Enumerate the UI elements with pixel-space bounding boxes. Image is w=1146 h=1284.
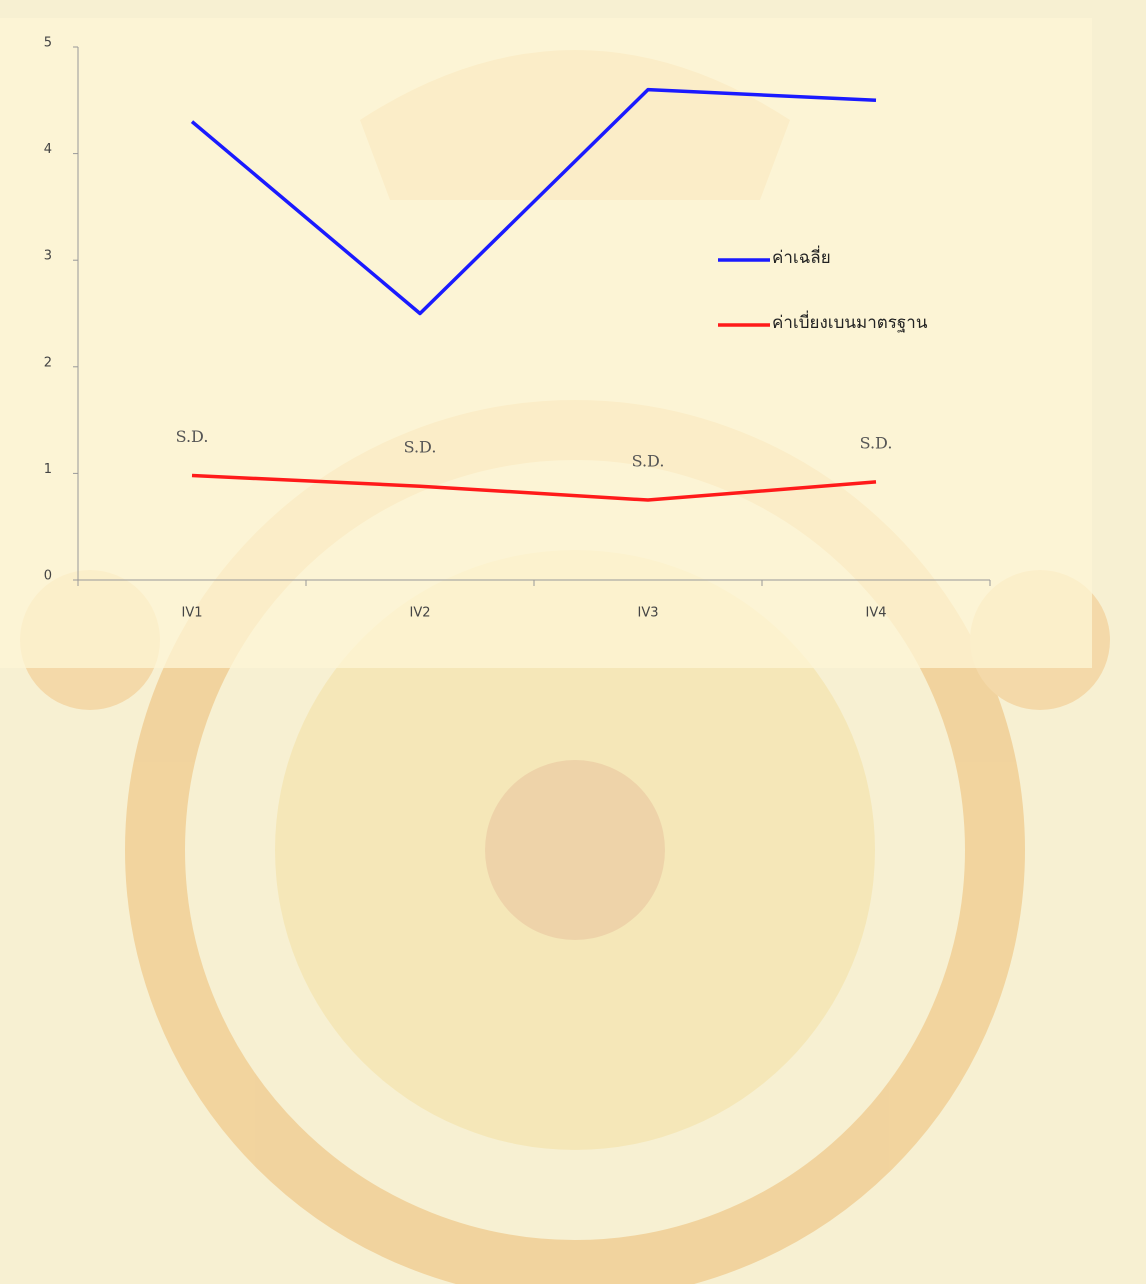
plot-panel	[0, 18, 1092, 668]
y-tick-label: 4	[44, 142, 52, 157]
x-tick-label: IV3	[638, 606, 659, 621]
y-tick-label: 0	[44, 569, 52, 584]
annotation: S.D.	[404, 438, 437, 457]
y-tick-label: 3	[44, 249, 52, 264]
chart: 0 1 2 3 4 5 IV1 IV2 IV3 IV4 S.D. S.D. S.D. S.D. ค่าเฉล…	[0, 0, 1146, 1284]
x-tick-label: IV4	[866, 606, 887, 621]
legend-label: ค่าเบี่ยงเบนมาตรฐาน	[772, 310, 928, 333]
y-tick-label: 5	[44, 36, 52, 51]
annotation: S.D.	[632, 452, 665, 471]
y-tick-label: 1	[44, 462, 52, 477]
page: {"chart_data": {"type": "line", "categor…	[0, 0, 1146, 1284]
legend-label: ค่าเฉลี่ย	[772, 245, 831, 268]
watermark-center	[485, 760, 665, 940]
x-tick-label: IV2	[410, 606, 431, 621]
annotation: S.D.	[176, 427, 209, 446]
x-tick-label: IV1	[182, 606, 203, 621]
y-tick-label: 2	[44, 355, 52, 370]
annotation: S.D.	[860, 433, 893, 452]
